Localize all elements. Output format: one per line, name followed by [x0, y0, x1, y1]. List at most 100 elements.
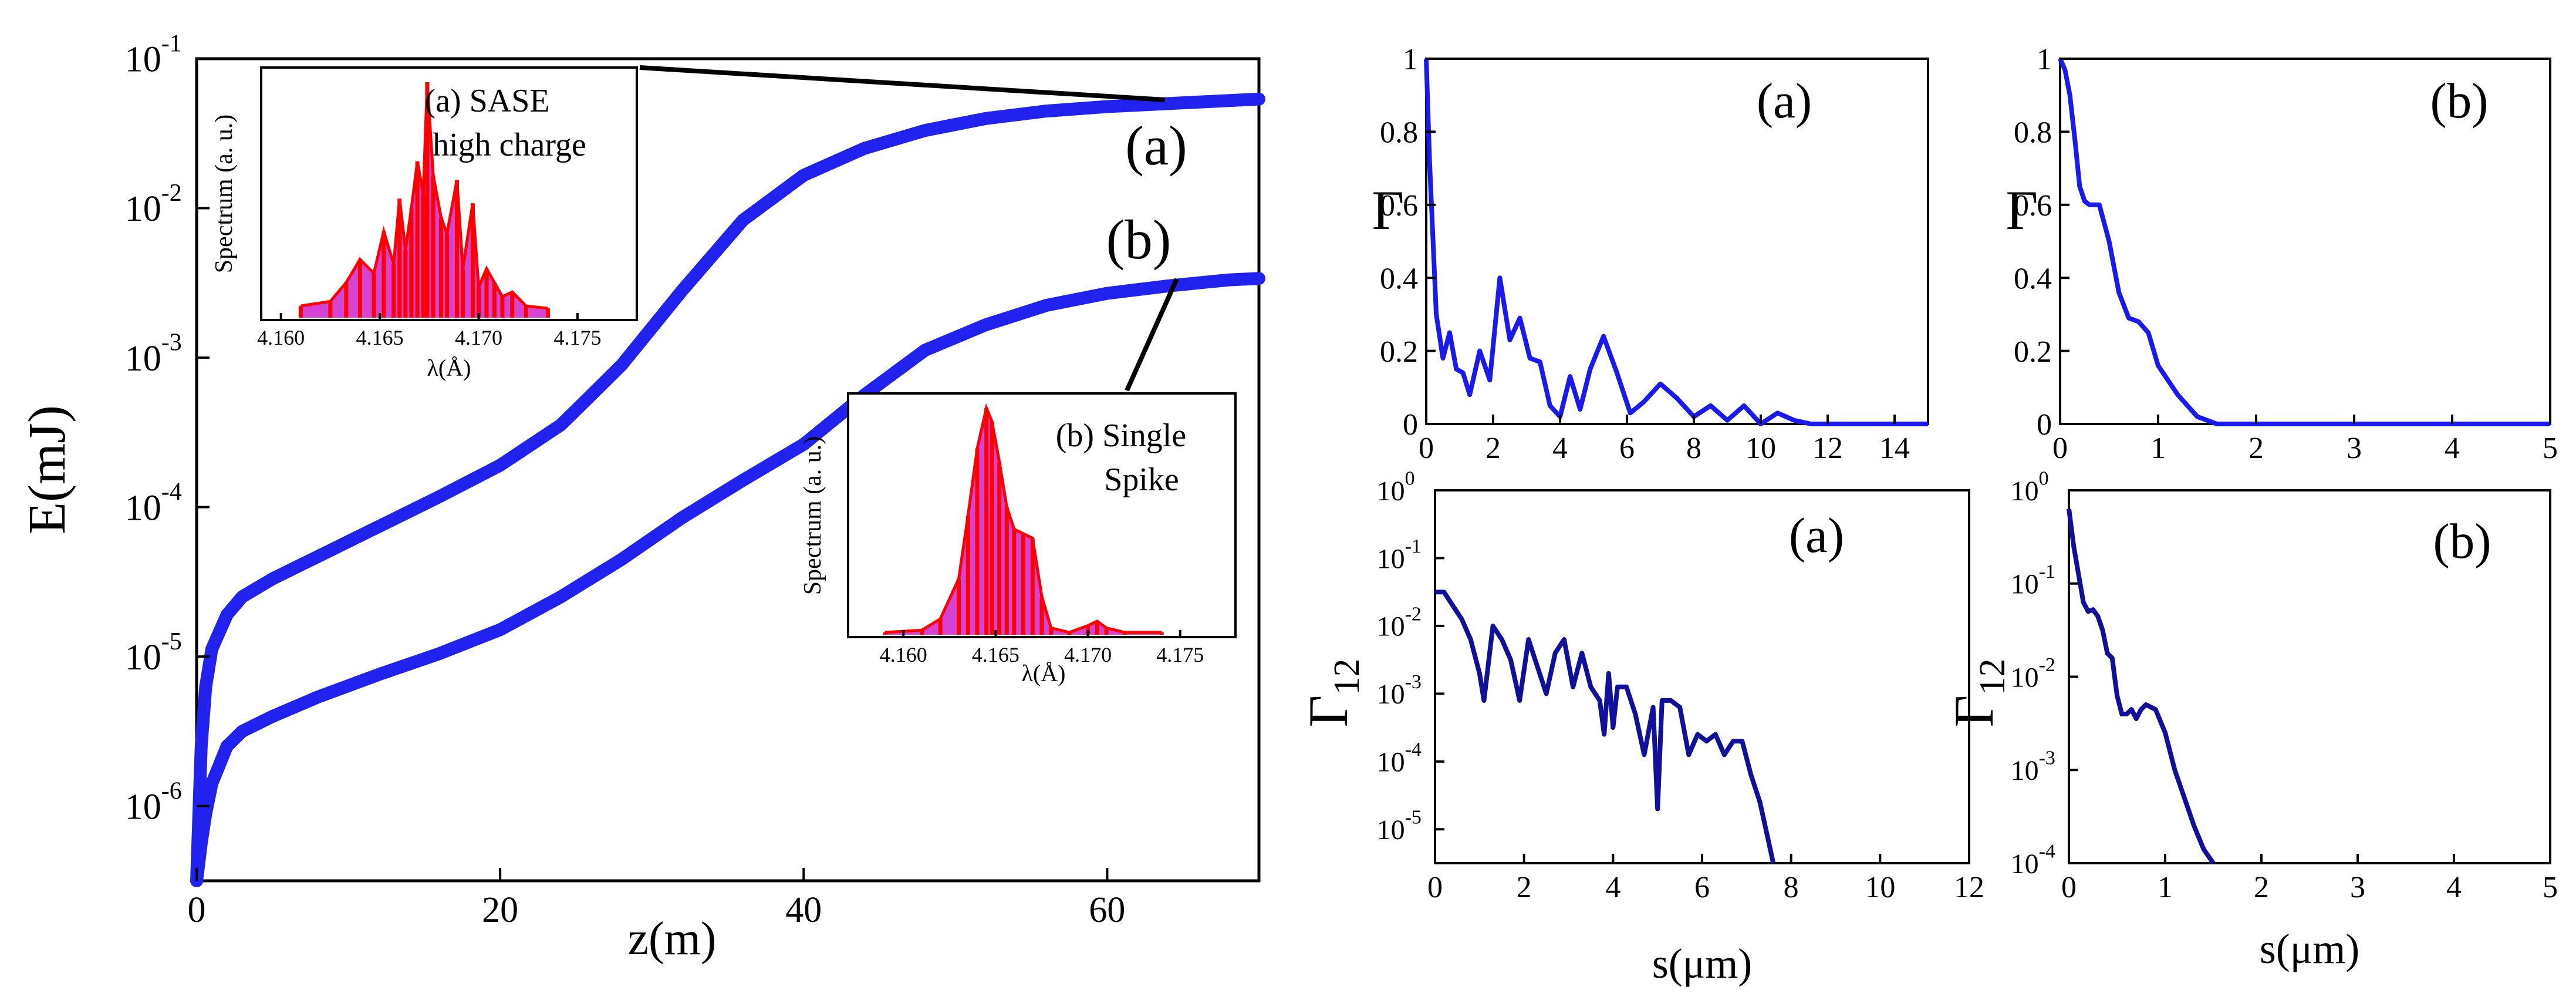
gamma12-a-line [1435, 590, 1776, 864]
gamma12-b-y-label-main: Γ [1943, 695, 2005, 728]
gamma12-a-y-tick-label: 10 [1377, 543, 1405, 574]
gamma12-a-y-tick-exponent: 0 [1405, 467, 1415, 489]
gamma12-b-x-axis-label: s(μm) [2260, 925, 2360, 972]
inset-sase-x-label: λ(Å) [427, 355, 471, 381]
svg-text:Γ12: Γ12 [1297, 659, 1367, 728]
inset-single-y-label: Spectrum (a. u.) [799, 436, 826, 595]
energy-y-tick-label: 10 [125, 189, 161, 229]
gamma12-a-y-tick-label: 10 [1377, 814, 1405, 846]
gamma-b-panel-label: (b) [2430, 73, 2488, 129]
gamma-b-x-tick-label: 2 [2248, 432, 2264, 465]
gamma-b-y-tick-label: 1 [2037, 43, 2052, 76]
gamma-b-y-tick-label: 0.8 [2014, 116, 2052, 150]
gamma12-b-series [2067, 509, 2216, 865]
gamma12-a-x-tick-label: 10 [1865, 871, 1895, 904]
inset-a-pointer-line [639, 65, 1166, 102]
gamma-a-x-tick-label: 6 [1619, 432, 1635, 465]
gamma12-b-y-tick-exponent: 0 [2039, 467, 2049, 489]
gamma12-a-x-tick-label: 8 [1784, 871, 1799, 904]
inset-sase-x-ticks: 4.160 4.165 4.170 4.175 [257, 313, 601, 349]
gamma-b-series [2058, 58, 2550, 426]
gamma-a-y-tick-label: 0.2 [1380, 335, 1418, 369]
gamma12-a-x-tick-label: 6 [1694, 871, 1710, 904]
series-a-label: (a) [1125, 115, 1187, 177]
gamma-a-y-tick-label: 1 [1403, 43, 1418, 76]
gamma12-a-y-tick-exponent: -4 [1405, 739, 1422, 760]
gamma12-a-panel-label: (a) [1789, 508, 1844, 563]
inset-single-bars [883, 403, 1164, 635]
gamma-b-x-tick-label: 5 [2543, 432, 2558, 465]
inset-sase-outline [301, 82, 548, 310]
gamma-a-y-tick-label: 0.4 [1380, 262, 1418, 295]
energy-y-tick-label: 10 [125, 638, 161, 678]
gamma12-a-y-label-sub: 12 [1327, 659, 1367, 695]
gamma12-a-y-tick-exponent: -5 [1405, 807, 1422, 829]
inset-sase-y-label: Spectrum (a. u.) [211, 115, 238, 274]
gamma-a-y-tick-label: 0 [1403, 408, 1418, 442]
inset-sase-x-tick-label: 4.175 [553, 326, 601, 349]
gamma-b-y-tick-label: 0.6 [2014, 189, 2052, 223]
gamma-b-y-tick-label: 0.2 [2014, 335, 2052, 369]
gamma12-a-x-tick-label: 12 [1954, 871, 1984, 904]
gamma-a-x-tick-label: 4 [1552, 432, 1568, 465]
energy-x-tick-label: 0 [188, 890, 206, 930]
gamma12-b-y-tick-exponent: -1 [2039, 561, 2055, 583]
gamma12-b-y-tick-label: 10 [2011, 849, 2039, 880]
gamma12-b-y-tick-exponent: -2 [2039, 654, 2055, 676]
gamma12-a-x-ticks: 0 2 4 6 8 10 12 [1427, 854, 1984, 904]
gamma12-b-x-tick-label: 1 [2158, 871, 2173, 904]
energy-y-tick-label: 10 [125, 339, 161, 379]
gamma-a-x-tick-label: 0 [1419, 432, 1434, 465]
inset-single-x-label: λ(Å) [1022, 660, 1066, 686]
gamma12-a-x-tick-label: 2 [1517, 871, 1532, 904]
energy-x-axis-label: z(m) [627, 913, 716, 965]
gamma12-b-y-tick-label: 10 [2011, 476, 2039, 507]
energy-y-tick-label: 10 [125, 40, 161, 80]
energy-x-tick-label: 40 [785, 890, 822, 930]
gamma-b-x-tick-label: 1 [2150, 432, 2166, 465]
gamma12-a-series [1435, 590, 1776, 864]
gamma12-b-x-tick-label: 3 [2350, 871, 2365, 904]
gamma-b-x-tick-label: 3 [2347, 432, 2362, 465]
gamma12-b-y-label-sub: 12 [1973, 659, 2013, 695]
inset-single-x-tick-label: 4.160 [880, 643, 927, 666]
gamma-b-y-axis-label: Γ [2006, 179, 2038, 241]
gamma12-a-y-tick-label: 10 [1377, 679, 1405, 710]
inset-single-x-tick-label: 4.165 [972, 643, 1019, 666]
energy-y-tick-exponent: -1 [161, 31, 182, 58]
gamma12-b-x-ticks: 0 1 2 3 4 5 [2061, 854, 2558, 904]
energy-x-tick-label: 20 [482, 890, 518, 930]
series-b-label: (b) [1106, 208, 1171, 271]
energy-series-a-line [190, 92, 1265, 887]
inset-single-spike-spectrum: 4.160 4.165 4.170 4.175 (b) Single Spike Sp… [799, 392, 1237, 686]
gamma-b-y-ticks: 0 0.2 0.4 0.6 0.8 1 [2014, 43, 2069, 442]
inset-single-x-tick-label: 4.170 [1064, 643, 1112, 666]
gamma12-a-y-tick-label: 10 [1377, 611, 1405, 642]
gamma12-b-y-tick-exponent: -4 [2039, 840, 2055, 862]
gamma12-a-y-tick-exponent: -1 [1405, 536, 1422, 557]
energy-y-tick-exponent: -5 [161, 628, 182, 655]
inset-b-pointer-line [1125, 278, 1179, 392]
svg-text:Γ12: Γ12 [1943, 659, 2013, 728]
energy-y-tick-exponent: -4 [161, 479, 182, 506]
gamma-b-y-tick-label: 0.4 [2014, 262, 2052, 295]
gamma-b-panel: 0 1 2 3 4 5 0 0.2 0.4 0.6 0.8 1 (b) Γ [2006, 43, 2558, 465]
energy-y-tick-exponent: -6 [161, 777, 182, 804]
inset-single-x-tick-label: 4.175 [1156, 643, 1204, 666]
gamma-b-x-tick-label: 4 [2445, 432, 2460, 465]
gamma12-a-y-label-main: Γ [1297, 695, 1359, 728]
inset-sase-x-tick-label: 4.160 [257, 326, 305, 349]
inset-single-title-line1: (b) Single [1056, 417, 1186, 454]
gamma12-a-x-axis-label: s(μm) [1652, 940, 1753, 987]
energy-y-tick-exponent: -2 [161, 180, 182, 207]
gamma-b-y-tick-label: 0 [2037, 408, 2052, 442]
gamma12-b-y-tick-label: 10 [2011, 755, 2039, 786]
gamma-a-x-tick-label: 10 [1746, 432, 1776, 465]
gamma-a-x-tick-label: 14 [1879, 432, 1910, 465]
gamma12-a-y-axis-label: Γ12 [1297, 659, 1367, 728]
gamma-a-series [1424, 58, 1928, 426]
gamma-a-x-tick-label: 2 [1485, 432, 1501, 465]
inset-sase-title-line2: high charge [433, 127, 586, 163]
inset-sase-x-tick-label: 4.165 [356, 326, 404, 349]
